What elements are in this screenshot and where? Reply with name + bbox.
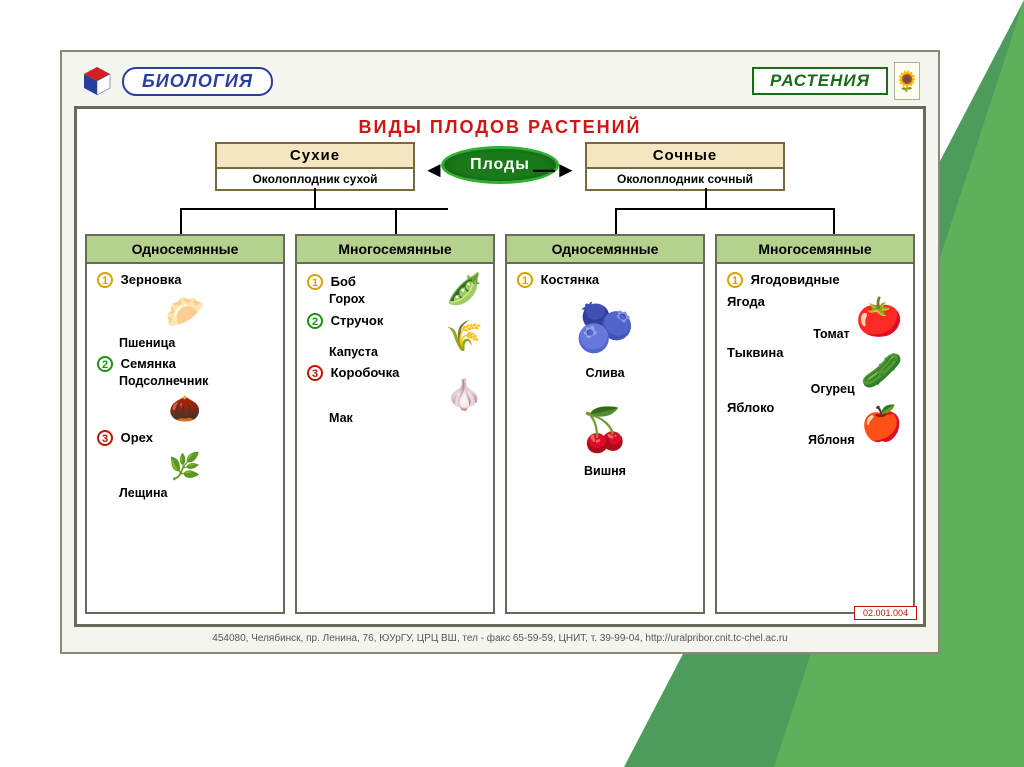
fruit-type: Ягодовидные [751, 272, 840, 287]
number-badge: 1 [727, 272, 743, 288]
branch-juicy: Сочные Околоплодник сочный [585, 142, 785, 191]
cabbage-pod-icon: 🌾 [446, 319, 483, 354]
col-dry-multi: Многосемянные 1 Боб Горох 🫛 [295, 234, 495, 614]
example-label: Пшеница [119, 336, 273, 350]
subtype-label: Ягода [727, 294, 850, 309]
col-juicy-multi: Многосемянные 1 Ягодовидные Ягода Томат … [715, 234, 915, 614]
branch-juicy-label: Сочные [585, 142, 785, 169]
category-badge: РАСТЕНИЯ [752, 67, 888, 95]
list-item: 2 Стручок Капуста 🌾 [307, 313, 483, 359]
example-label: Слива [517, 366, 693, 380]
fruit-type: Коробочка [331, 365, 400, 380]
list-item: 1 Ягодовидные [727, 272, 903, 288]
example-label: Лещина [119, 486, 273, 500]
col-header: Многосемянные [717, 236, 913, 264]
poppy-capsule-icon: 🧄 [446, 378, 483, 413]
number-badge: 1 [307, 274, 323, 290]
fruit-type: Стручок [331, 313, 384, 328]
sub-item: Яблоко Яблоня 🍎 [727, 400, 903, 447]
apple-icon: 🍎 [861, 404, 903, 444]
col-header: Односемянные [507, 236, 703, 264]
subtype-label: Тыквина [727, 345, 855, 360]
list-item: 3 Орех 🌿 Лещина [97, 430, 273, 500]
col-dry-single: Односемянные 1 Зерновка 🥟 Пшеница 2 Семя… [85, 234, 285, 614]
number-badge: 2 [97, 356, 113, 372]
diagram-panel: ВИДЫ ПЛОДОВ РАСТЕНИЙ Сухие Околоплодник … [74, 106, 926, 627]
sunflower-seed-icon: 🌰 [97, 392, 273, 424]
col-body: 1 Костянка 🫐 Слива 🍒 Вишня [507, 264, 703, 492]
number-badge: 2 [307, 313, 323, 329]
number-badge: 1 [517, 272, 533, 288]
col-header: Многосемянные [297, 236, 493, 264]
col-header: Односемянные [87, 236, 283, 264]
list-item: 1 Костянка 🫐 Слива 🍒 Вишня [517, 272, 693, 478]
list-item: 1 Зерновка 🥟 Пшеница [97, 272, 273, 350]
wheat-grain-icon: 🥟 [97, 292, 273, 332]
arrow-right-icon: ◄— [533, 157, 577, 183]
number-badge: 1 [97, 272, 113, 288]
category-icon: 🌻 [894, 62, 920, 100]
example-label: Яблоня [727, 433, 855, 447]
tomato-icon: 🍅 [856, 296, 903, 340]
col-juicy-single: Односемянные 1 Костянка 🫐 Слива 🍒 Вишня [505, 234, 705, 614]
number-badge: 3 [97, 430, 113, 446]
plum-icon: 🫐 [517, 292, 693, 362]
example-label: Огурец [727, 382, 855, 396]
number-badge: 3 [307, 365, 323, 381]
tree-top: Сухие Околоплодник сухой ◄— Плоды ◄— Соч… [85, 142, 915, 234]
subtype-label: Яблоко [727, 400, 855, 415]
code-badge: 02.001.004 [854, 606, 917, 620]
example-label: Горох [329, 292, 440, 306]
poster-header: БИОЛОГИЯ РАСТЕНИЯ 🌻 [74, 62, 926, 106]
col-body: 1 Ягодовидные Ягода Томат 🍅 Тыквина [717, 264, 913, 459]
subject-badge: БИОЛОГИЯ [122, 67, 273, 96]
poster-frame: БИОЛОГИЯ РАСТЕНИЯ 🌻 ВИДЫ ПЛОДОВ РАСТЕНИЙ… [60, 50, 940, 654]
pea-pod-icon: 🫛 [446, 272, 483, 307]
example-label: Вишня [517, 464, 693, 478]
hazelnut-icon: 🌿 [97, 450, 273, 482]
example-label: Мак [329, 411, 440, 425]
fruit-type: Орех [121, 430, 153, 445]
branch-dry: Сухие Околоплодник сухой [215, 142, 415, 191]
category: РАСТЕНИЯ 🌻 [752, 62, 920, 100]
fruit-type: Костянка [541, 272, 599, 287]
col-body: 1 Боб Горох 🫛 2 Стручок Кап [297, 264, 493, 439]
footer-text: 454080, Челябинск, пр. Ленина, 76, ЮУрГУ… [74, 633, 926, 644]
example-label: Томат [727, 327, 850, 341]
list-item: 2 Семянка Подсолнечник 🌰 [97, 356, 273, 424]
sub-item: Ягода Томат 🍅 [727, 294, 903, 341]
list-item: 1 Боб Горох 🫛 [307, 272, 483, 307]
fruit-type: Зерновка [121, 272, 182, 287]
sub-item: Тыквина Огурец 🥒 [727, 345, 903, 396]
branch-dry-label: Сухие [215, 142, 415, 169]
example-label: Подсолнечник [119, 374, 273, 388]
fruit-type: Боб [331, 274, 356, 289]
brand: БИОЛОГИЯ [80, 64, 273, 98]
connectors [85, 188, 915, 234]
diagram-title: ВИДЫ ПЛОДОВ РАСТЕНИЙ [85, 117, 915, 138]
logo-icon [80, 64, 114, 98]
col-body: 1 Зерновка 🥟 Пшеница 2 Семянка Подсолнеч… [87, 264, 283, 514]
example-label: Капуста [329, 345, 440, 359]
cucumber-icon: 🥒 [861, 351, 903, 391]
columns-row: Односемянные 1 Зерновка 🥟 Пшеница 2 Семя… [85, 234, 915, 614]
list-item: 3 Коробочка Мак 🧄 [307, 365, 483, 425]
cherry-icon: 🍒 [517, 400, 693, 460]
fruit-type: Семянка [121, 356, 176, 371]
